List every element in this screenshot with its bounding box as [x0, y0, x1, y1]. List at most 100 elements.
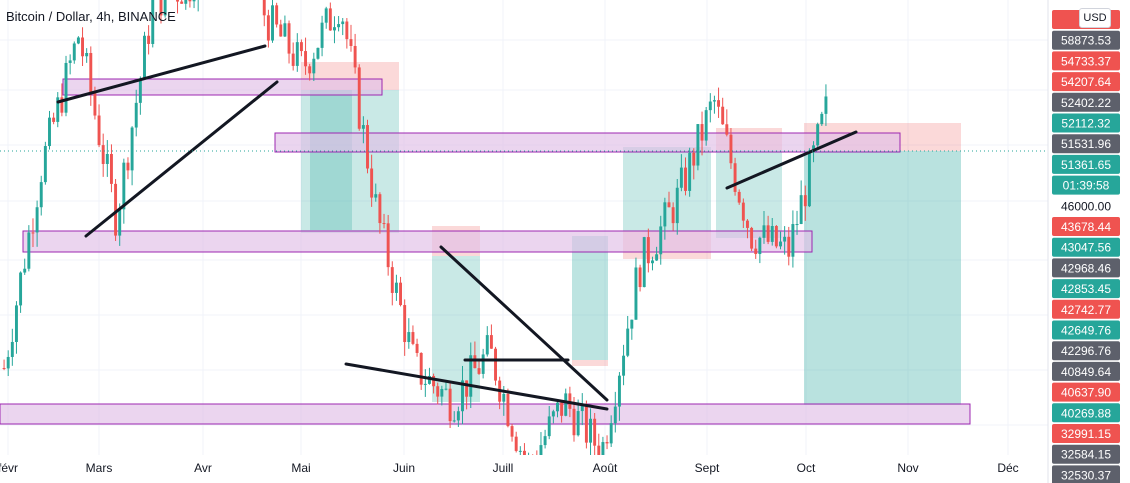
candle — [118, 209, 122, 236]
candle — [382, 223, 386, 225]
candle — [712, 100, 716, 102]
candle — [746, 220, 749, 228]
candle — [589, 418, 592, 443]
candle — [10, 341, 14, 357]
price-label-bg — [1052, 361, 1120, 381]
candle — [27, 232, 31, 269]
price-axis: 6258873.5354733.3754207.6452402.2252112.… — [1047, 0, 1130, 483]
candle — [494, 348, 497, 381]
candle — [634, 267, 638, 320]
candle — [692, 152, 696, 166]
x-tick-label: Mai — [291, 461, 310, 475]
candle — [432, 375, 436, 387]
candle — [518, 450, 522, 452]
candle — [427, 375, 431, 384]
currency-button[interactable]: USD — [1079, 8, 1111, 28]
candle — [122, 162, 126, 210]
price-label: 32584.15 — [1061, 448, 1111, 462]
candle — [514, 436, 518, 451]
reward-zone — [572, 236, 608, 360]
candle — [192, 0, 196, 2]
price-label-bg — [1052, 465, 1120, 483]
sr-zone — [274, 132, 901, 153]
candle — [465, 380, 469, 397]
price-label-bg — [1052, 258, 1120, 278]
price-label: 54733.37 — [1061, 54, 1111, 68]
candle — [659, 226, 663, 255]
x-tick-label: Mars — [86, 461, 113, 475]
candle — [143, 35, 146, 79]
candle — [671, 207, 675, 224]
x-tick-label: Juill — [493, 461, 514, 475]
candle — [766, 225, 770, 242]
candle — [556, 402, 559, 412]
candle — [721, 106, 725, 125]
candle — [597, 445, 601, 462]
candle — [543, 436, 547, 446]
candle — [394, 282, 398, 293]
candle — [807, 152, 811, 207]
candle — [184, 0, 188, 4]
candle — [708, 101, 712, 111]
candle — [741, 202, 745, 221]
candle — [696, 124, 700, 166]
candle — [638, 267, 642, 288]
trend-line — [344, 362, 609, 411]
price-label-bg — [1052, 320, 1120, 340]
candle — [2, 368, 6, 369]
price-label: 42296.76 — [1061, 344, 1111, 358]
candle — [630, 319, 634, 329]
candle — [60, 97, 64, 113]
candle — [312, 58, 316, 74]
price-label-bg — [1052, 134, 1120, 154]
candle — [704, 110, 708, 141]
candle — [14, 305, 18, 342]
price-label: 42853.45 — [1061, 282, 1111, 296]
candle — [456, 411, 460, 421]
candle — [481, 354, 485, 374]
price-label-bg — [1052, 154, 1120, 174]
candle — [617, 375, 621, 407]
candle — [799, 195, 803, 225]
candle — [291, 53, 295, 66]
candle — [502, 393, 506, 402]
candle — [560, 402, 564, 416]
candle — [469, 355, 473, 397]
candle — [403, 305, 407, 343]
reward-zone — [804, 151, 961, 405]
candle — [816, 124, 820, 146]
candle — [779, 241, 782, 247]
candle — [52, 117, 56, 122]
price-label-bg — [1052, 341, 1120, 361]
candle — [609, 423, 613, 444]
price-label-bg — [1052, 92, 1120, 112]
candle — [357, 67, 361, 129]
candle — [147, 35, 151, 44]
candle — [101, 145, 105, 164]
trend-line — [84, 80, 279, 238]
price-label: 58873.53 — [1061, 34, 1111, 48]
candle — [655, 254, 659, 261]
trend-line — [56, 44, 267, 104]
price-label-bg — [1052, 382, 1120, 402]
candle — [564, 393, 568, 416]
candle — [593, 418, 597, 446]
candle — [159, 0, 163, 16]
candle — [345, 21, 349, 40]
candle — [551, 411, 555, 417]
candle — [188, 0, 192, 2]
candle — [109, 153, 113, 184]
price-label-bg — [1052, 403, 1120, 423]
candle — [407, 332, 411, 343]
candle — [72, 43, 76, 61]
sr-zone — [0, 403, 971, 425]
price-label: 40849.64 — [1061, 365, 1111, 379]
candle — [684, 167, 687, 191]
candle — [283, 23, 287, 37]
candle — [506, 393, 510, 427]
price-label: 42968.46 — [1061, 261, 1111, 275]
candle — [89, 53, 93, 94]
candle — [39, 182, 43, 208]
x-tick-label: févr — [0, 461, 18, 475]
